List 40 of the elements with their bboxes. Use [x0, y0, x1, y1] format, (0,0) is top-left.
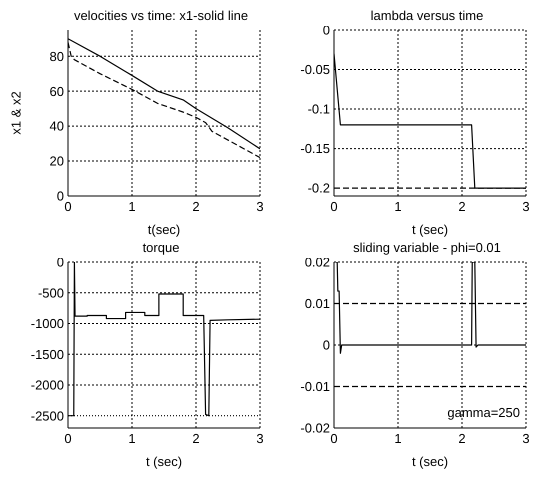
y-tick-label: 80 — [50, 48, 64, 64]
y-tick-label: 0 — [56, 188, 64, 204]
y-tick-label: 0 — [322, 338, 330, 353]
chart-title: sliding variable - phi=0.01 — [353, 240, 501, 255]
y-tick-label: 20 — [50, 154, 64, 169]
x-tick-label: 2 — [192, 431, 200, 446]
x-tick-label: 2 — [192, 199, 200, 214]
y-tick-label: -0.01 — [300, 379, 330, 394]
x-tick-label: 3 — [256, 199, 264, 214]
y-tick-label: -0.02 — [300, 420, 330, 436]
x-tick-label: 1 — [394, 431, 402, 446]
x-tick-label: 2 — [458, 199, 466, 214]
chart-title: lambda versus time — [370, 8, 484, 23]
x-tick-label: 1 — [394, 199, 402, 214]
x-tick-label: 3 — [256, 431, 264, 446]
x-tick-label: 3 — [522, 431, 530, 446]
x-axis-title: t(sec) — [148, 222, 180, 237]
y-tick-label: -0.05 — [300, 62, 330, 78]
y-tick-label: -1500 — [30, 346, 64, 362]
y-tick-label: -500 — [38, 285, 64, 300]
y-tick-label: 60 — [50, 84, 64, 99]
y-tick-label: -0.2 — [308, 180, 330, 196]
y-tick-label: 40 — [50, 118, 64, 134]
y-tick-label: -0.1 — [308, 102, 330, 117]
x-tick-label: 1 — [128, 431, 136, 446]
y-tick-label: -1000 — [30, 316, 64, 332]
x-axis-title: t (sec) — [412, 454, 448, 469]
chart-title: torque — [142, 240, 180, 255]
x-tick-label: 3 — [522, 199, 530, 214]
y-tick-label: -0.15 — [300, 141, 330, 156]
x-axis-title: t (sec) — [146, 454, 182, 469]
chart-title: velocities vs time: x1-solid line — [72, 8, 250, 25]
y-tick-label: -2000 — [30, 378, 64, 393]
y-tick-label: 0.01 — [304, 296, 330, 312]
x-axis-title: t (sec) — [412, 222, 448, 237]
y-axis-title: x1 & x2 — [8, 91, 24, 135]
x-tick-label: 1 — [128, 199, 136, 214]
annotation: gamma=250 — [447, 405, 520, 420]
y-tick-label: -2500 — [30, 408, 64, 424]
x-tick-label: 2 — [458, 431, 466, 446]
